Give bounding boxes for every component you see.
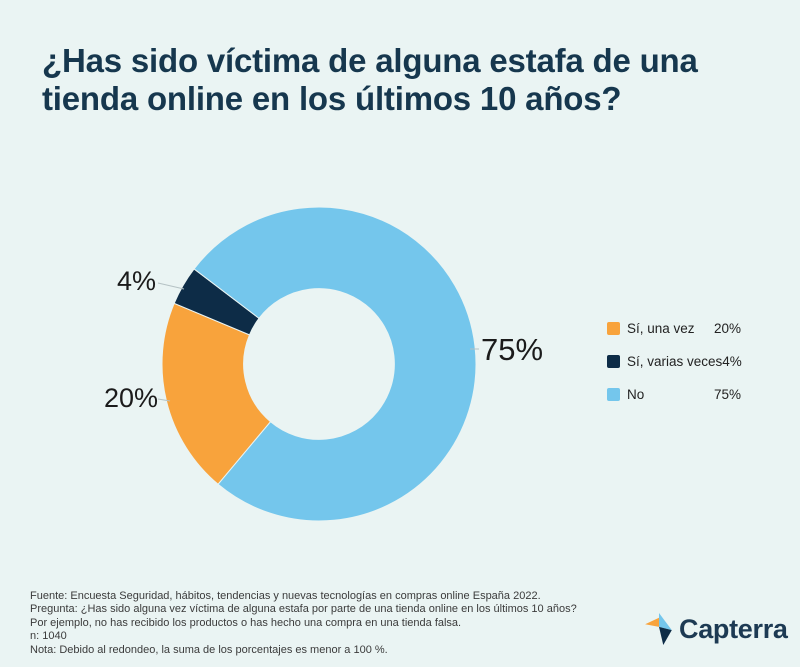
chart-title-line-1: ¿Has sido víctima de alguna estafa de un… [42, 42, 698, 79]
legend-label: No [627, 386, 645, 402]
legend-row-no: No 75% [607, 383, 741, 405]
donut-slice [193, 206, 477, 522]
capterra-logo-text: Capterra [679, 613, 788, 644]
donut-chart [159, 204, 479, 524]
slice-label-si-varias-veces: 4% [117, 266, 157, 296]
legend-label: Sí, una vez [627, 320, 695, 336]
legend-swatch-navy [607, 354, 620, 368]
footnotes: Fuente: Encuesta Seguridad, hábitos, ten… [30, 590, 640, 657]
legend-label: Sí, varias veces [627, 353, 723, 369]
legend-row-si-varias-veces: Sí, varias veces 4% [607, 350, 742, 372]
footnote-rounding-note: Nota: Debido al redondeo, la suma de los… [30, 643, 388, 656]
donut-slice [161, 302, 272, 485]
legend-swatch-blue [607, 387, 620, 401]
legend-row-si-una-vez: Sí, una vez 20% [607, 317, 741, 339]
footnote-question: Pregunta: ¿Has sido alguna vez víctima d… [30, 603, 577, 616]
chart-title-line-2: tienda online en los últimos 10 años? [42, 80, 622, 117]
footnote-source: Fuente: Encuesta Seguridad, hábitos, ten… [30, 590, 541, 602]
footnote-example: Por ejemplo, no has recibido los product… [30, 616, 462, 629]
capterra-logo: Capterra [645, 613, 788, 645]
legend-value: 4% [722, 353, 742, 369]
legend-value: 20% [713, 320, 741, 336]
legend-swatch-orange [607, 321, 620, 335]
legend-value: 75% [713, 386, 741, 402]
chart-legend: Sí, una vez 20% Sí, varias veces 4% No 7… [607, 317, 742, 416]
chart-title: ¿Has sido víctima de alguna estafa de un… [42, 42, 752, 118]
slice-label-no: 75% [481, 332, 544, 367]
slice-label-si-una-vez: 20% [104, 383, 159, 413]
donut-chart-svg [161, 206, 477, 522]
capterra-logo-icon [645, 613, 672, 645]
footnote-sample-size: n: 1040 [30, 630, 67, 643]
